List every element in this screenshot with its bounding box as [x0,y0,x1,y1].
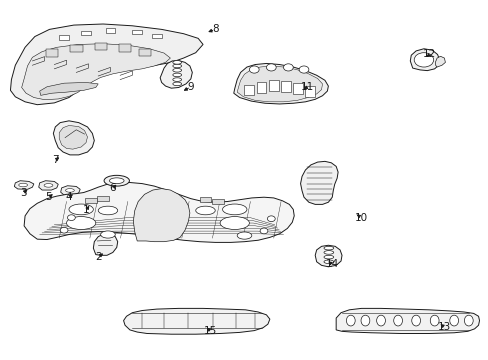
Circle shape [60,227,68,233]
Bar [305,86,315,97]
Bar [59,36,69,40]
Ellipse shape [464,315,472,326]
Bar [119,44,131,51]
Circle shape [67,215,75,221]
Ellipse shape [66,217,96,229]
Polygon shape [315,245,341,267]
Polygon shape [53,121,94,155]
Bar [256,82,266,93]
Circle shape [260,228,267,234]
Ellipse shape [69,204,93,215]
Bar [268,80,278,91]
Ellipse shape [360,315,369,326]
Ellipse shape [393,315,402,326]
Polygon shape [409,49,439,71]
Polygon shape [335,309,479,333]
Polygon shape [300,161,337,204]
Bar [70,45,82,52]
Polygon shape [233,63,328,104]
Polygon shape [59,126,87,149]
Bar [244,85,254,95]
Bar [85,198,97,203]
Bar [199,197,211,202]
Ellipse shape [324,260,333,264]
Ellipse shape [172,73,181,77]
Polygon shape [10,24,203,105]
Bar [81,31,91,35]
Ellipse shape [101,231,115,238]
Bar [46,49,58,57]
Polygon shape [237,66,322,102]
Ellipse shape [220,217,249,229]
Polygon shape [123,309,269,334]
Text: 13: 13 [437,322,450,332]
Bar [95,43,107,50]
Text: 2: 2 [95,252,102,262]
Bar [139,49,151,56]
Circle shape [266,64,276,71]
Ellipse shape [172,68,181,72]
Polygon shape [24,183,294,242]
Text: 11: 11 [301,82,314,92]
Text: 1: 1 [82,206,89,216]
Polygon shape [93,234,118,255]
Text: 10: 10 [354,213,367,222]
Bar [132,30,142,35]
Polygon shape [61,186,80,195]
Polygon shape [39,181,58,190]
Bar [281,81,290,92]
Ellipse shape [19,183,27,187]
Circle shape [413,53,433,67]
Text: 5: 5 [45,192,52,202]
Bar [152,34,161,38]
Polygon shape [160,60,192,88]
Ellipse shape [65,189,74,192]
Bar [97,196,109,201]
Text: 14: 14 [325,259,338,269]
Ellipse shape [172,82,181,86]
Text: 9: 9 [187,82,194,92]
Circle shape [283,64,293,71]
Ellipse shape [346,315,354,326]
Ellipse shape [429,315,438,326]
Ellipse shape [222,204,246,215]
Ellipse shape [109,178,124,184]
Text: 8: 8 [211,24,218,35]
Circle shape [249,66,259,73]
Text: 4: 4 [65,192,72,202]
Ellipse shape [237,232,251,239]
Ellipse shape [324,251,333,254]
Text: 7: 7 [52,155,59,165]
Bar [211,199,223,204]
Polygon shape [133,189,189,242]
Bar [293,83,303,94]
Ellipse shape [411,315,420,326]
Ellipse shape [172,60,181,64]
Text: 6: 6 [109,183,116,193]
Ellipse shape [195,206,215,215]
Ellipse shape [449,315,458,326]
Polygon shape [40,82,98,95]
Ellipse shape [98,206,118,215]
Ellipse shape [376,315,385,326]
Polygon shape [14,181,34,189]
Ellipse shape [44,184,53,187]
Polygon shape [435,56,445,67]
Text: 15: 15 [203,325,217,336]
Text: 12: 12 [422,49,435,59]
Circle shape [267,216,275,222]
Circle shape [299,66,308,73]
Ellipse shape [324,246,333,250]
Ellipse shape [104,175,129,186]
Polygon shape [21,44,170,100]
Ellipse shape [172,64,181,68]
Bar [105,28,115,33]
Ellipse shape [172,78,181,81]
Ellipse shape [324,255,333,259]
Text: 3: 3 [20,188,27,198]
